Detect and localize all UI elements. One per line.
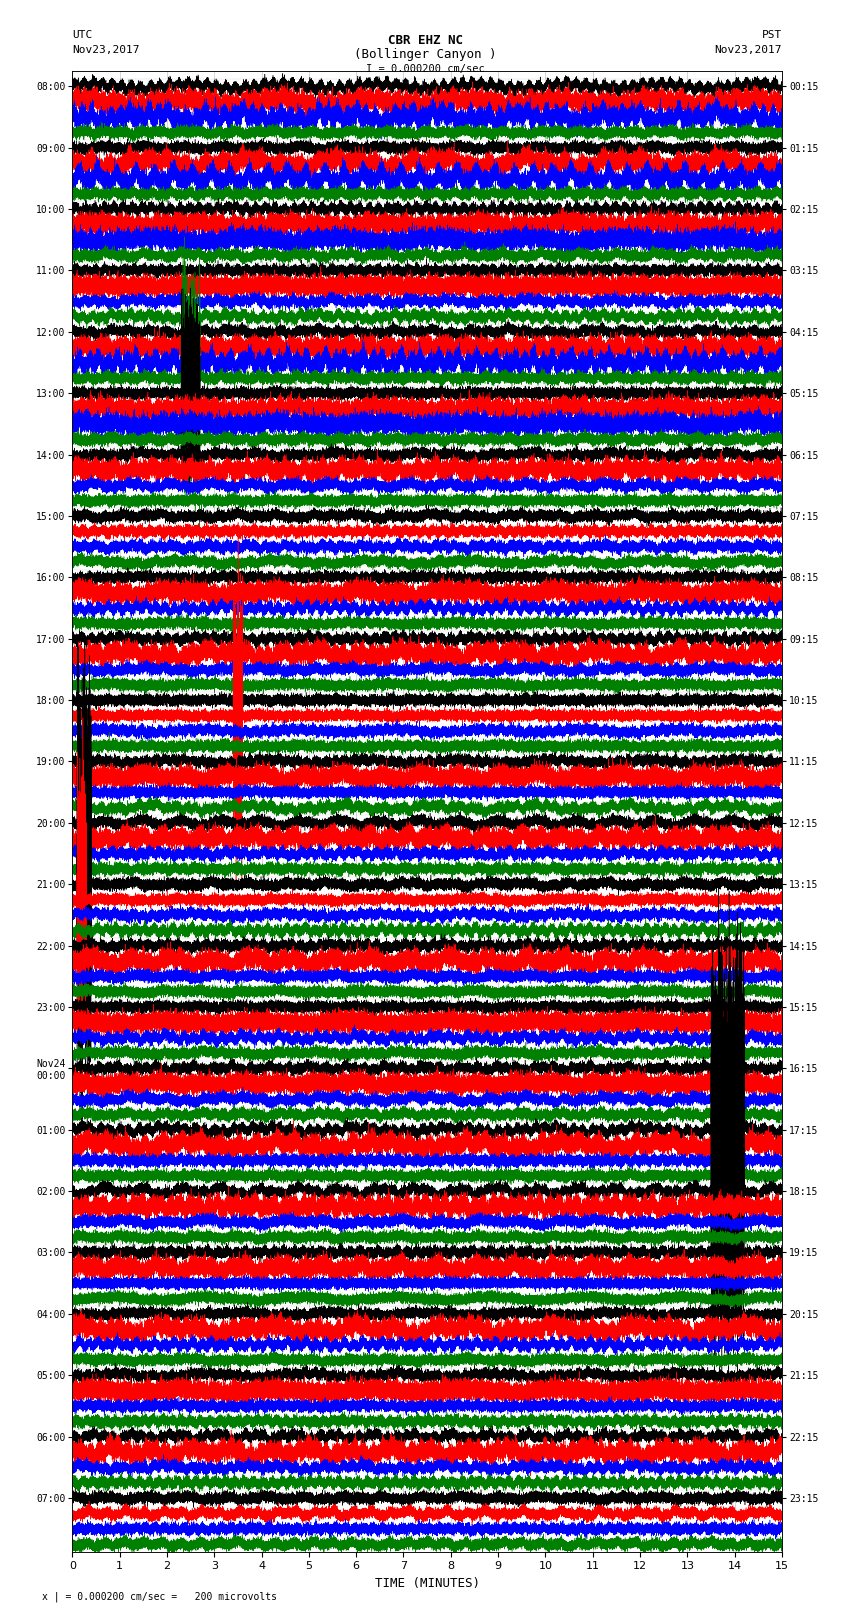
X-axis label: TIME (MINUTES): TIME (MINUTES) bbox=[375, 1578, 479, 1590]
Text: UTC: UTC bbox=[72, 31, 93, 40]
Text: PST: PST bbox=[762, 31, 782, 40]
Text: CBR EHZ NC: CBR EHZ NC bbox=[388, 34, 462, 47]
Text: Nov23,2017: Nov23,2017 bbox=[715, 45, 782, 55]
Text: I = 0.000200 cm/sec: I = 0.000200 cm/sec bbox=[366, 65, 484, 74]
Text: x | = 0.000200 cm/sec =   200 microvolts: x | = 0.000200 cm/sec = 200 microvolts bbox=[42, 1592, 277, 1602]
Text: (Bollinger Canyon ): (Bollinger Canyon ) bbox=[354, 48, 496, 61]
Text: Nov23,2017: Nov23,2017 bbox=[72, 45, 139, 55]
